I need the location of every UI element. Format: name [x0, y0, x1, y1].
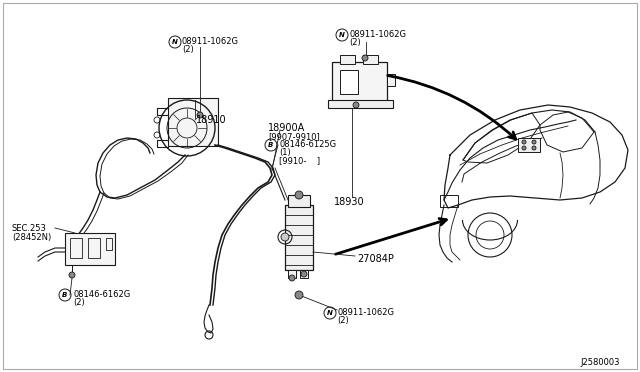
Text: (1): (1)	[279, 148, 291, 157]
Text: 08911-1062G: 08911-1062G	[349, 30, 406, 39]
Circle shape	[353, 102, 359, 108]
Bar	[363, 55, 378, 64]
Circle shape	[69, 272, 75, 278]
Bar	[168, 98, 218, 146]
Text: N: N	[339, 32, 345, 38]
Bar	[285, 205, 313, 270]
Bar	[70, 238, 82, 258]
Text: 18930: 18930	[334, 197, 365, 207]
Circle shape	[532, 140, 536, 144]
Text: B: B	[62, 292, 68, 298]
Text: 27084P: 27084P	[357, 254, 394, 264]
Bar	[440, 195, 458, 207]
Text: 18900A: 18900A	[268, 123, 305, 133]
Circle shape	[522, 146, 526, 150]
Text: 08146-6125G: 08146-6125G	[279, 140, 336, 149]
Bar	[340, 55, 355, 64]
Text: 08146-6162G: 08146-6162G	[73, 290, 131, 299]
Bar	[65, 233, 115, 265]
Circle shape	[295, 191, 303, 199]
Text: [9907-9910]: [9907-9910]	[268, 132, 320, 141]
Text: 08911-1062G: 08911-1062G	[337, 308, 394, 317]
Bar	[288, 195, 310, 207]
Text: 08911-1062G: 08911-1062G	[182, 37, 239, 46]
Text: (2): (2)	[337, 316, 349, 325]
Text: SEC.253: SEC.253	[12, 224, 47, 233]
Bar	[340, 70, 358, 94]
Text: J2580003: J2580003	[580, 358, 620, 367]
Bar	[387, 74, 395, 86]
Text: 18910: 18910	[196, 115, 227, 125]
Circle shape	[532, 146, 536, 150]
Circle shape	[362, 55, 368, 61]
Text: N: N	[172, 39, 178, 45]
Circle shape	[295, 291, 303, 299]
Text: [9910-    ]: [9910- ]	[279, 156, 320, 165]
Bar	[106, 238, 112, 250]
Text: (2): (2)	[73, 298, 84, 307]
Text: N: N	[327, 310, 333, 316]
Circle shape	[522, 140, 526, 144]
Text: (28452N): (28452N)	[12, 233, 51, 242]
Circle shape	[281, 233, 289, 241]
Bar	[332, 62, 387, 104]
Bar	[288, 270, 296, 278]
Text: B: B	[268, 142, 274, 148]
Bar	[88, 238, 100, 258]
Bar	[328, 100, 393, 108]
Text: (2): (2)	[349, 38, 361, 47]
Bar	[518, 138, 540, 152]
Bar	[300, 270, 308, 278]
Circle shape	[301, 271, 307, 277]
Circle shape	[289, 275, 295, 281]
Circle shape	[197, 112, 203, 118]
Text: (2): (2)	[182, 45, 194, 54]
